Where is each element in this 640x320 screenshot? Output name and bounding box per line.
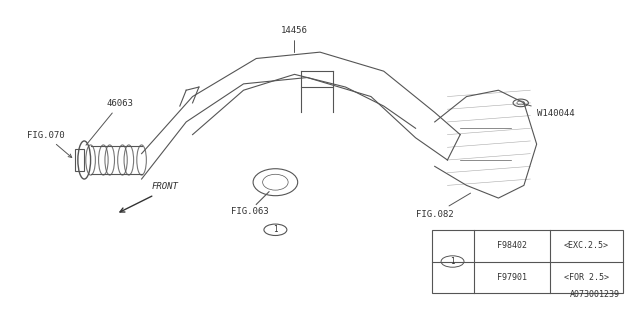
- Text: W140044: W140044: [524, 104, 574, 117]
- Text: FIG.082: FIG.082: [415, 193, 470, 219]
- Text: <FOR 2.5>: <FOR 2.5>: [564, 273, 609, 282]
- Text: F98402: F98402: [497, 241, 527, 250]
- Text: A073001239: A073001239: [570, 290, 620, 299]
- Text: 14456: 14456: [281, 26, 308, 52]
- Bar: [431, 230, 623, 293]
- Text: FIG.070: FIG.070: [27, 131, 72, 157]
- Text: 1: 1: [450, 257, 455, 266]
- Text: 46063: 46063: [86, 99, 133, 145]
- Text: 1: 1: [273, 225, 278, 234]
- Bar: [75, 149, 84, 171]
- Text: FRONT: FRONT: [151, 181, 178, 190]
- Text: FIG.063: FIG.063: [231, 207, 268, 216]
- Text: F97901: F97901: [497, 273, 527, 282]
- Text: <EXC.2.5>: <EXC.2.5>: [564, 241, 609, 250]
